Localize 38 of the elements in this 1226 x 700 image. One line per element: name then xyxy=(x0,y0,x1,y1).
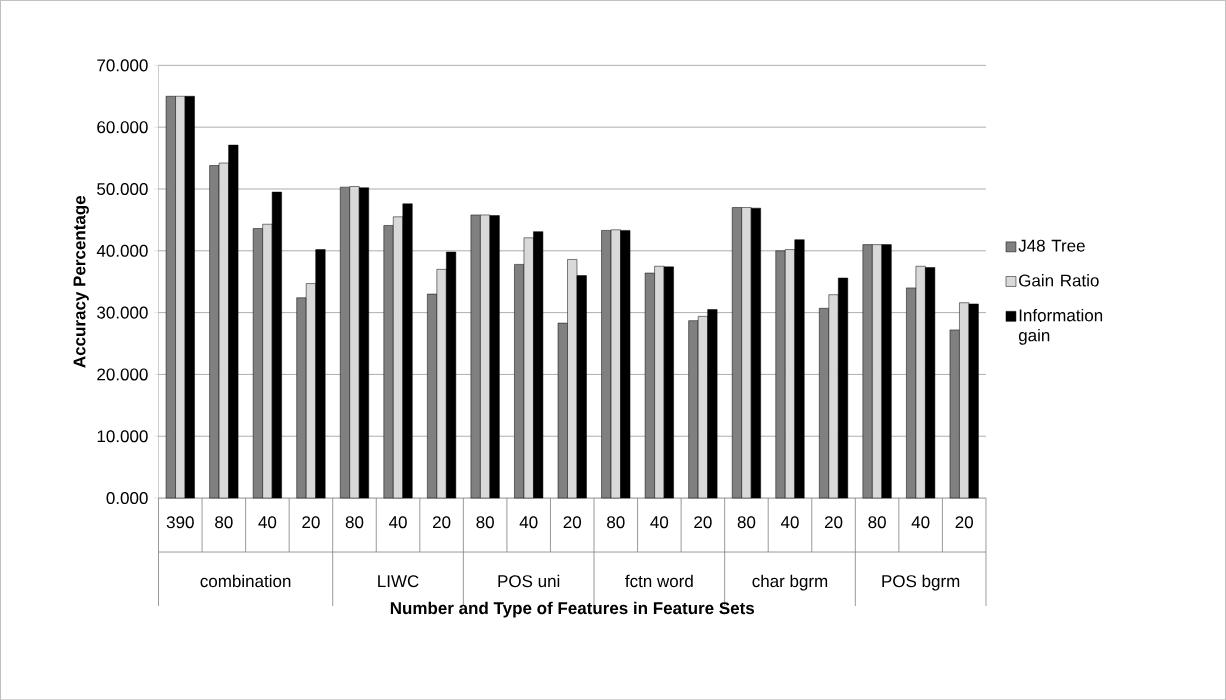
legend-label: Information gain xyxy=(1018,308,1103,345)
x-tick-label: 80 xyxy=(345,516,364,529)
text: fctn word xyxy=(625,574,693,588)
x-tick-label: 80 xyxy=(476,516,494,529)
y-tick-label: 70.000 xyxy=(97,59,148,72)
x-tick-label: 20 xyxy=(694,516,712,529)
y-tick-label: 0.000 xyxy=(106,491,148,504)
x-tick-label: 40 xyxy=(650,516,669,529)
x-tick-label: 80 xyxy=(215,516,233,529)
y-tick-label: 60.000 xyxy=(97,121,148,134)
legend-label: Gain Ratio xyxy=(1019,273,1099,287)
x-tick-label: 390 xyxy=(166,516,194,529)
x-tick-label: 40 xyxy=(780,516,799,529)
x-tick-label: 40 xyxy=(388,516,407,529)
x-tick-label: 20 xyxy=(302,516,320,529)
x-tick-label: 80 xyxy=(868,516,886,529)
x-tick-label: 40 xyxy=(911,516,930,529)
text: POS bgrm xyxy=(882,574,960,591)
x-tick-label: 20 xyxy=(433,516,451,529)
x-tick-label: 80 xyxy=(737,516,756,529)
x-tick-label: 80 xyxy=(607,516,625,529)
y-tick-label: 20.000 xyxy=(97,368,148,381)
x-tick-label: 20 xyxy=(824,516,843,529)
text: char bgrm xyxy=(752,574,828,591)
y-tick-label: 10.000 xyxy=(97,430,148,443)
text: LIWC xyxy=(378,574,419,588)
y-tick-label: 40.000 xyxy=(96,244,148,257)
x-axis-title: Number and Type of Features in Feature Sets xyxy=(390,601,755,618)
x-tick-label: 40 xyxy=(258,516,277,529)
x-tick-label: 20 xyxy=(955,516,973,529)
text: combination xyxy=(200,574,291,588)
x-tick-label: 40 xyxy=(519,516,538,529)
y-tick-label: 50.000 xyxy=(97,182,148,195)
legend-label: J48 Tree xyxy=(1018,239,1085,252)
x-tick-label: 20 xyxy=(563,516,582,529)
text: POS uni xyxy=(498,574,560,588)
y-axis-title: Accuracy Percentage xyxy=(73,195,89,368)
y-tick-label: 30.000 xyxy=(97,306,148,319)
